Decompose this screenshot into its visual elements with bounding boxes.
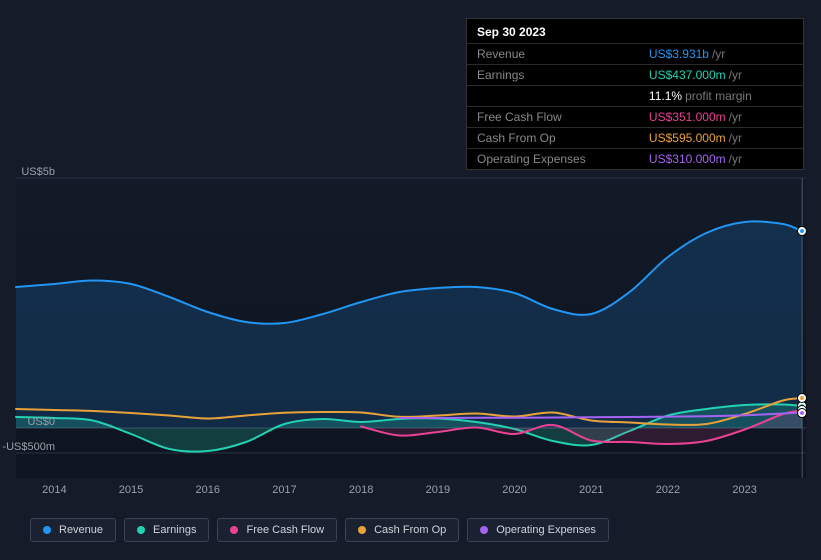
tooltip-row: EarningsUS$437.000m/yr bbox=[467, 65, 803, 86]
chart-svg bbox=[16, 178, 806, 478]
legend-item-label: Free Cash Flow bbox=[246, 524, 324, 536]
tooltip-row-value: 11.1%profit margin bbox=[639, 86, 803, 107]
legend-item-opex[interactable]: Operating Expenses bbox=[467, 518, 609, 542]
x-axis-label: 2022 bbox=[656, 484, 680, 496]
tooltip-date: Sep 30 2023 bbox=[467, 19, 803, 43]
x-axis-label: 2019 bbox=[426, 484, 450, 496]
financial-line-chart: 2014 2015 2016 2017 2018 2019 2020 2021 2022 2023… bbox=[0, 0, 821, 560]
tooltip-row: Operating ExpensesUS$310.000m/yr bbox=[467, 149, 803, 170]
y-axis-label: US$5b bbox=[0, 166, 55, 178]
legend: Revenue Earnings Free Cash Flow Cash From O… bbox=[30, 518, 609, 542]
legend-dot-icon bbox=[480, 526, 488, 534]
tooltip-row: 11.1%profit margin bbox=[467, 86, 803, 107]
legend-item-cfo[interactable]: Cash From Op bbox=[345, 518, 459, 542]
legend-dot-icon bbox=[230, 526, 238, 534]
legend-dot-icon bbox=[43, 526, 51, 534]
tooltip-row-value: US$595.000m/yr bbox=[639, 128, 803, 149]
tooltip-table: RevenueUS$3.931b/yrEarningsUS$437.000m/y… bbox=[467, 43, 803, 169]
legend-item-label: Operating Expenses bbox=[496, 524, 596, 536]
tooltip-row: RevenueUS$3.931b/yr bbox=[467, 44, 803, 65]
plot-area[interactable] bbox=[16, 178, 806, 478]
x-axis-label: 2021 bbox=[579, 484, 603, 496]
x-axis-label: 2015 bbox=[119, 484, 143, 496]
x-axis-label: 2017 bbox=[272, 484, 296, 496]
legend-item-label: Revenue bbox=[59, 524, 103, 536]
x-axis-labels: 2014 2015 2016 2017 2018 2019 2020 2021 2022 2023 bbox=[16, 484, 806, 498]
tooltip-row-label: Cash From Op bbox=[467, 128, 639, 149]
legend-item-revenue[interactable]: Revenue bbox=[30, 518, 116, 542]
legend-dot-icon bbox=[137, 526, 145, 534]
tooltip-row-label: Earnings bbox=[467, 65, 639, 86]
series-marker-opex bbox=[798, 409, 806, 417]
tooltip-row-value: US$351.000m/yr bbox=[639, 107, 803, 128]
tooltip-row-value: US$437.000m/yr bbox=[639, 65, 803, 86]
y-axis-label: US$0 bbox=[0, 416, 55, 428]
x-axis-label: 2020 bbox=[502, 484, 526, 496]
tooltip-panel: Sep 30 2023 RevenueUS$3.931b/yrEarningsU… bbox=[466, 18, 804, 170]
x-axis-label: 2014 bbox=[42, 484, 66, 496]
legend-item-label: Cash From Op bbox=[374, 524, 446, 536]
legend-item-fcf[interactable]: Free Cash Flow bbox=[217, 518, 337, 542]
tooltip-row-label: Free Cash Flow bbox=[467, 107, 639, 128]
tooltip-row: Cash From OpUS$595.000m/yr bbox=[467, 128, 803, 149]
tooltip-row-label: Operating Expenses bbox=[467, 149, 639, 170]
y-axis-label: -US$500m bbox=[0, 441, 55, 453]
series-marker-cfo bbox=[798, 394, 806, 402]
tooltip-row-value: US$3.931b/yr bbox=[639, 44, 803, 65]
legend-dot-icon bbox=[358, 526, 366, 534]
legend-item-label: Earnings bbox=[153, 524, 196, 536]
x-axis-label: 2023 bbox=[732, 484, 756, 496]
tooltip-row: Free Cash FlowUS$351.000m/yr bbox=[467, 107, 803, 128]
tooltip-row-value: US$310.000m/yr bbox=[639, 149, 803, 170]
tooltip-row-label bbox=[467, 86, 639, 107]
legend-item-earnings[interactable]: Earnings bbox=[124, 518, 209, 542]
x-axis-label: 2016 bbox=[195, 484, 219, 496]
x-axis-label: 2018 bbox=[349, 484, 373, 496]
series-marker-revenue bbox=[798, 227, 806, 235]
tooltip-row-label: Revenue bbox=[467, 44, 639, 65]
